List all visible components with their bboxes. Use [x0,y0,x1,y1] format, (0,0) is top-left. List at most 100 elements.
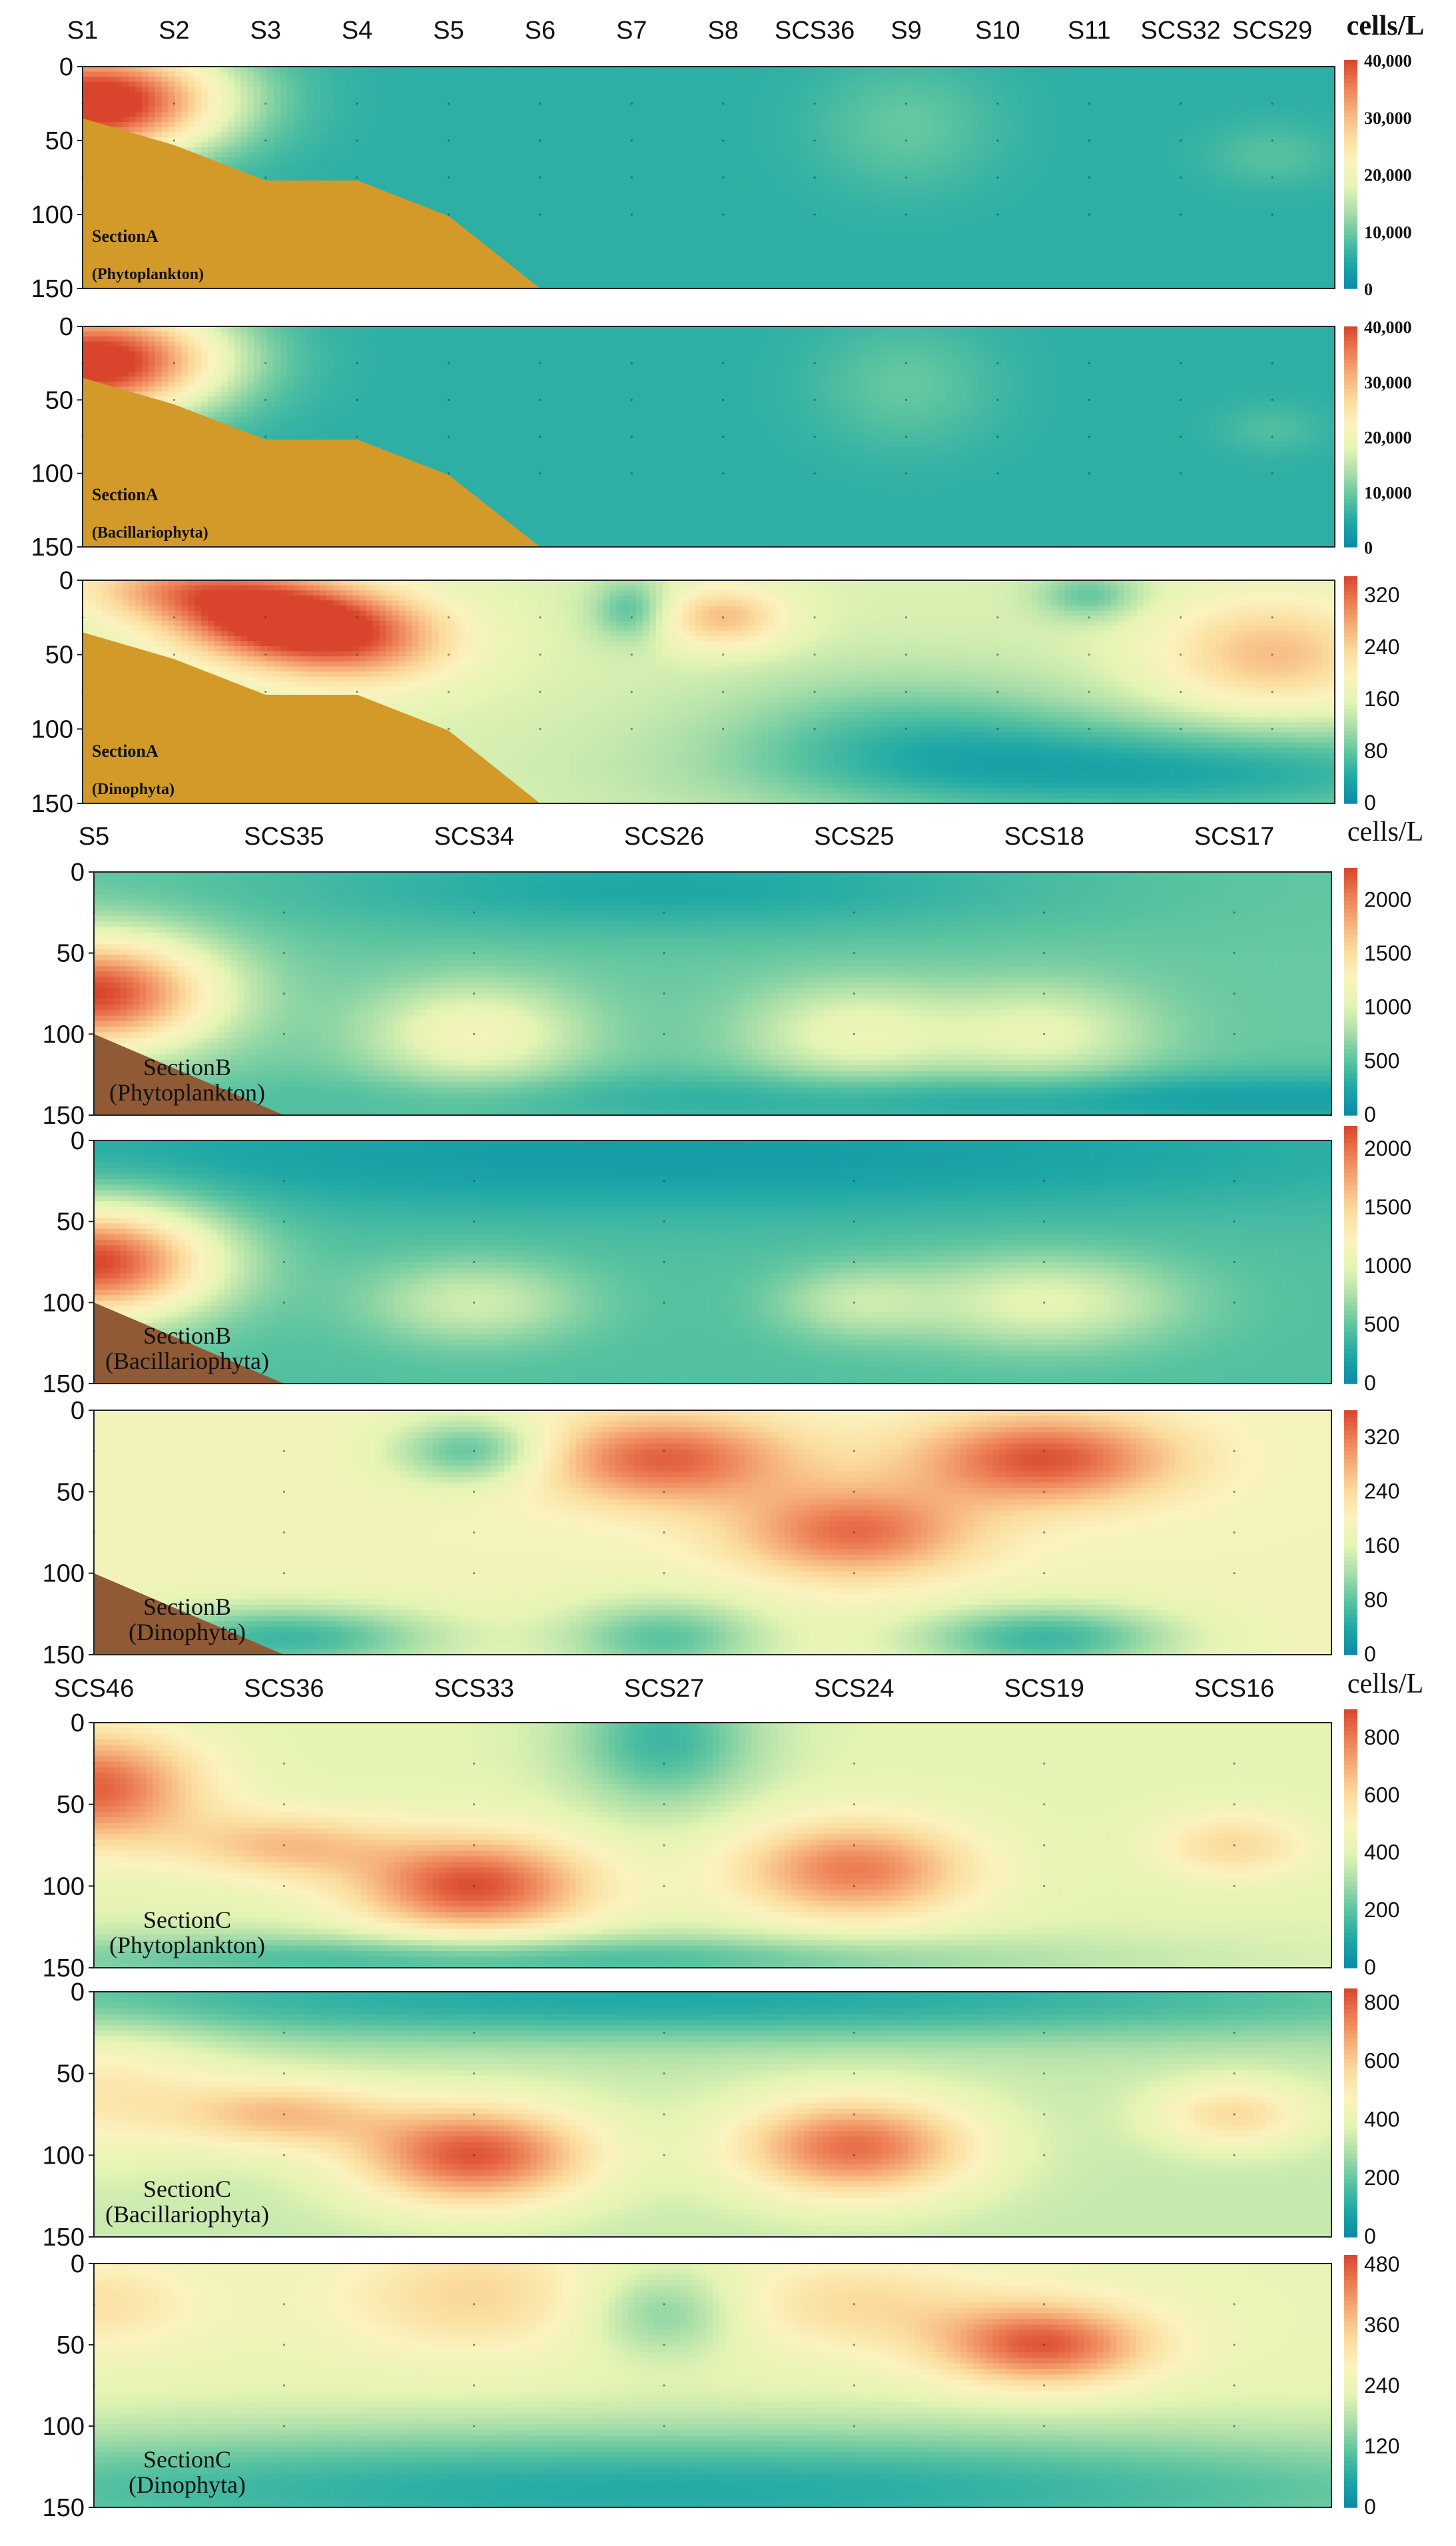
heatmap-cell [814,97,821,102]
heatmap-cell [643,67,649,72]
heatmap-cell [761,102,768,107]
heatmap-cell [814,122,821,127]
heatmap-cell [1190,127,1196,133]
heatmap-cell [563,107,570,113]
heatmap-cell [702,117,709,123]
heatmap-cell [1216,87,1223,92]
heatmap-cell [1052,122,1058,127]
heatmap-cell [1164,72,1170,77]
heatmap-cell [1117,87,1124,92]
heatmap-cell [979,102,986,107]
heatmap-cell [478,127,485,133]
heatmap-cell [445,77,452,82]
heatmap-cell [557,102,563,107]
heatmap-cell [1210,122,1216,127]
heatmap-cell [181,92,188,97]
heatmap-cell [1157,127,1164,133]
heatmap-cell [306,112,313,117]
heatmap-cell [656,117,663,123]
heatmap-cell [333,77,340,82]
heatmap-cell [201,87,208,92]
heatmap-cell [616,82,623,87]
heatmap-cell [188,97,194,102]
heatmap-cell [518,132,524,137]
heatmap-cell [194,117,201,123]
heatmap-cell [979,87,986,92]
heatmap-cell [570,67,577,72]
heatmap-cell [623,72,629,77]
heatmap-cell [103,112,109,117]
heatmap-cell [346,117,353,123]
heatmap-cell [544,112,551,117]
heatmap-cell [445,117,452,123]
heatmap-cell [135,72,142,77]
heatmap-cell [472,97,478,102]
heatmap-cell [781,87,788,92]
heatmap-cell [603,102,610,107]
heatmap-cell [162,92,169,97]
heatmap-cell [346,132,353,137]
heatmap-cell [1012,67,1018,72]
heatmap-cell [735,117,742,123]
heatmap-cell [1157,107,1164,113]
heatmap-cell [1308,122,1315,127]
heatmap-cell [504,97,511,102]
heatmap-cell [544,77,551,82]
heatmap-cell [458,97,465,102]
heatmap-cell [972,77,979,82]
heatmap-cell [1111,77,1118,82]
heatmap-cell [1289,92,1295,97]
heatmap-cell [392,67,399,72]
heatmap-cell [181,87,188,92]
heatmap-cell [761,92,768,97]
heatmap-cell [498,67,504,72]
heatmap-cell [1117,122,1124,127]
heatmap-cell [465,107,472,113]
heatmap-cell [861,127,867,133]
heatmap-cell [254,87,260,92]
heatmap-cell [1104,67,1111,72]
heatmap-cell [1124,92,1130,97]
heatmap-cell [623,77,629,82]
heatmap-cell [511,82,518,87]
heatmap-cell [274,72,280,77]
heatmap-cell [729,122,735,127]
heatmap-cell [795,77,801,82]
heatmap-cell [873,72,880,77]
heatmap-cell [1210,117,1216,123]
heatmap-cell [563,82,570,87]
heatmap-cell [142,117,149,123]
heatmap-cell [221,72,228,77]
heatmap-cell [755,122,761,127]
heatmap-cell [181,122,188,127]
heatmap-cell [1104,117,1111,123]
heatmap-cell [610,67,617,72]
heatmap-cell [208,107,214,113]
heatmap-cell [89,112,96,117]
heatmap-cell [129,117,135,123]
heatmap-cell [932,97,939,102]
heatmap-cell [1032,122,1038,127]
heatmap-cell [577,132,583,137]
heatmap-cell [597,107,603,113]
heatmap-cell [372,117,379,123]
heatmap-cell [1005,97,1012,102]
heatmap-cell [998,107,1005,113]
heatmap-cell [551,122,557,127]
heatmap-cell [1084,102,1091,107]
heatmap-cell [438,112,445,117]
heatmap-cell [861,102,867,107]
heatmap-cell [768,77,775,82]
heatmap-cell [149,92,155,97]
heatmap-cell [511,97,518,102]
heatmap-cell [741,92,748,97]
heatmap-cell [129,77,135,82]
heatmap-cell [175,127,182,133]
heatmap-cell [452,97,458,102]
heatmap-cell [320,97,326,102]
heatmap-cell [1177,127,1184,133]
heatmap-cell [669,92,676,97]
heatmap-cell [1130,82,1137,87]
heatmap-cell [491,122,498,127]
